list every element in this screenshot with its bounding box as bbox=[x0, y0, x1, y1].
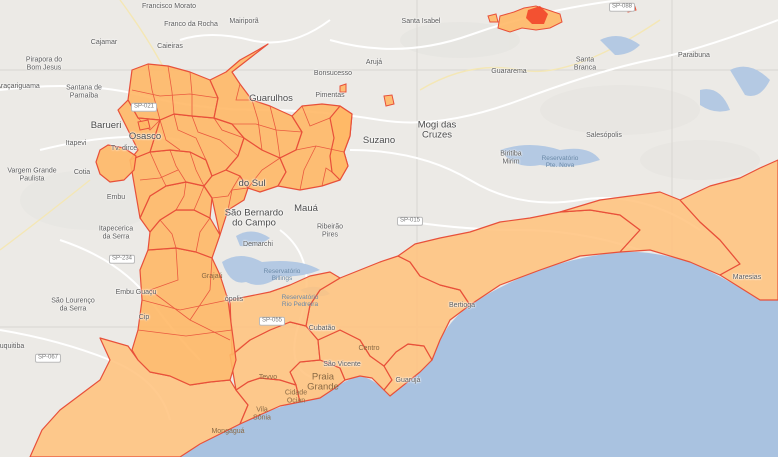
label-francisco-morato: Francisco Morato bbox=[141, 3, 197, 11]
label-pimentas: Pimentas bbox=[315, 92, 345, 100]
label-itapevi: Itapevi bbox=[65, 140, 87, 148]
label-itapecerica: Itapecerica da Serra bbox=[98, 225, 134, 240]
region-serra-west bbox=[229, 271, 341, 356]
area-barueri-spot bbox=[137, 119, 151, 131]
label-acariguama: Araçariguama bbox=[0, 83, 40, 91]
label-centro: Centro bbox=[358, 345, 380, 353]
label-sao-bernardo: São Bernardo do Campo bbox=[224, 207, 284, 229]
label-cajamar: Cajamar bbox=[90, 39, 118, 47]
label-praia-grande: Praia Grande bbox=[307, 371, 339, 393]
road-shield-sp015: SP-015 bbox=[396, 216, 424, 226]
road-shield-sp067: SP-067 bbox=[34, 353, 62, 363]
label-osasco: Osasco bbox=[128, 130, 162, 142]
road-shield-sp021: SP-021 bbox=[130, 102, 158, 112]
terrain-texture bbox=[20, 22, 760, 230]
label-embu-guacu: Embu Guaçu bbox=[115, 289, 157, 297]
label-aruja: Arujá bbox=[365, 59, 383, 67]
label-sao-vicente: São Vicente bbox=[323, 361, 361, 369]
label-santa-isabel: Santa Isabel bbox=[401, 18, 441, 26]
road-shield-sp234: SP-234 bbox=[108, 254, 136, 264]
label-topolis: ópolis bbox=[224, 296, 244, 304]
label-cubatao: Cubatão bbox=[308, 325, 336, 333]
area-aruja-spot bbox=[383, 94, 395, 107]
region-north bbox=[209, 43, 303, 159]
region-guarulhos-edge bbox=[329, 105, 353, 181]
label-maresias: Maresias bbox=[732, 274, 762, 282]
area-bonsucesso-spot bbox=[339, 83, 347, 93]
label-caieiras: Caieiras bbox=[157, 43, 183, 51]
district-borders bbox=[131, 63, 345, 341]
label-reservatorio-nova: Reservatório Pte. Nova bbox=[541, 154, 579, 169]
label-mairipora: Mairiporã bbox=[229, 18, 259, 26]
atlantic-ocean bbox=[180, 251, 778, 457]
label-guarulhos: Guarulhos bbox=[249, 92, 293, 104]
label-santa-branca: Santa Branca bbox=[573, 56, 597, 71]
label-grajau: Grajaú bbox=[201, 273, 223, 281]
label-cip: Cip bbox=[138, 314, 150, 322]
label-guaruja: Guarujá bbox=[395, 377, 421, 385]
label-juquitiba: uquitiba bbox=[0, 343, 25, 351]
label-barueri: Barueri bbox=[90, 119, 122, 131]
metro-regions bbox=[95, 43, 353, 386]
label-ribeirao-pires: Ribeirão Pires bbox=[316, 223, 344, 238]
road-shield-sp055: SP-055 bbox=[258, 316, 286, 326]
hotspot-santa-isabel bbox=[526, 6, 548, 24]
label-terra: Tevvo bbox=[258, 374, 278, 382]
label-embu: Embu bbox=[106, 194, 126, 202]
label-sao-lourenco: São Lourenço da Serra bbox=[51, 297, 95, 312]
region-serra-mid bbox=[305, 255, 471, 367]
label-guararema: Guararema bbox=[491, 68, 527, 76]
label-mogi: Mogi das Cruzes bbox=[417, 119, 457, 141]
region-sao-sebastiao bbox=[679, 159, 778, 301]
label-cidade-ocian: Cidade Ocian bbox=[284, 389, 308, 404]
road-shield-sp088: SP-088 bbox=[608, 2, 636, 12]
label-santana-parnaiba: Santana de Parnaíba bbox=[66, 84, 102, 99]
label-cotia: Cotia bbox=[73, 169, 91, 177]
coastal-regions bbox=[29, 159, 778, 457]
label-reservatorio-billings: Reservatório Billings bbox=[263, 267, 301, 282]
label-reservatorio-pedreira: Reservatório Rio Pedreira bbox=[281, 293, 319, 308]
label-vargem-grande: Vargem Grande Paulista bbox=[7, 167, 57, 182]
label-franco-da-rocha: Franco da Rocha bbox=[164, 21, 218, 29]
label-bertioga: Bertioga bbox=[448, 302, 476, 310]
label-tv-dirce: Tv. dirce bbox=[110, 145, 138, 153]
label-demarchi: Demarchi bbox=[243, 241, 273, 249]
label-suzano: Suzano bbox=[362, 134, 396, 146]
label-biritiba: Biritiba Mirim bbox=[500, 150, 522, 165]
label-maua: Mauá bbox=[294, 202, 318, 214]
label-vila: Vila Sônia bbox=[253, 406, 271, 421]
label-paraibuna: Paraibuna bbox=[678, 52, 710, 60]
area-santa-isabel-west bbox=[487, 13, 499, 23]
label-pirapora: Pirapora do Bom Jesus bbox=[25, 56, 63, 71]
region-santo-amaro bbox=[203, 169, 249, 236]
label-bonsucesso: Bonsucesso bbox=[313, 70, 353, 78]
label-salesopolis: Salesópolis bbox=[586, 132, 622, 140]
label-do-sul: do Sul bbox=[238, 177, 266, 189]
label-mongagua: Mongaguá bbox=[211, 428, 245, 436]
region-itapevi-patch bbox=[95, 144, 137, 183]
